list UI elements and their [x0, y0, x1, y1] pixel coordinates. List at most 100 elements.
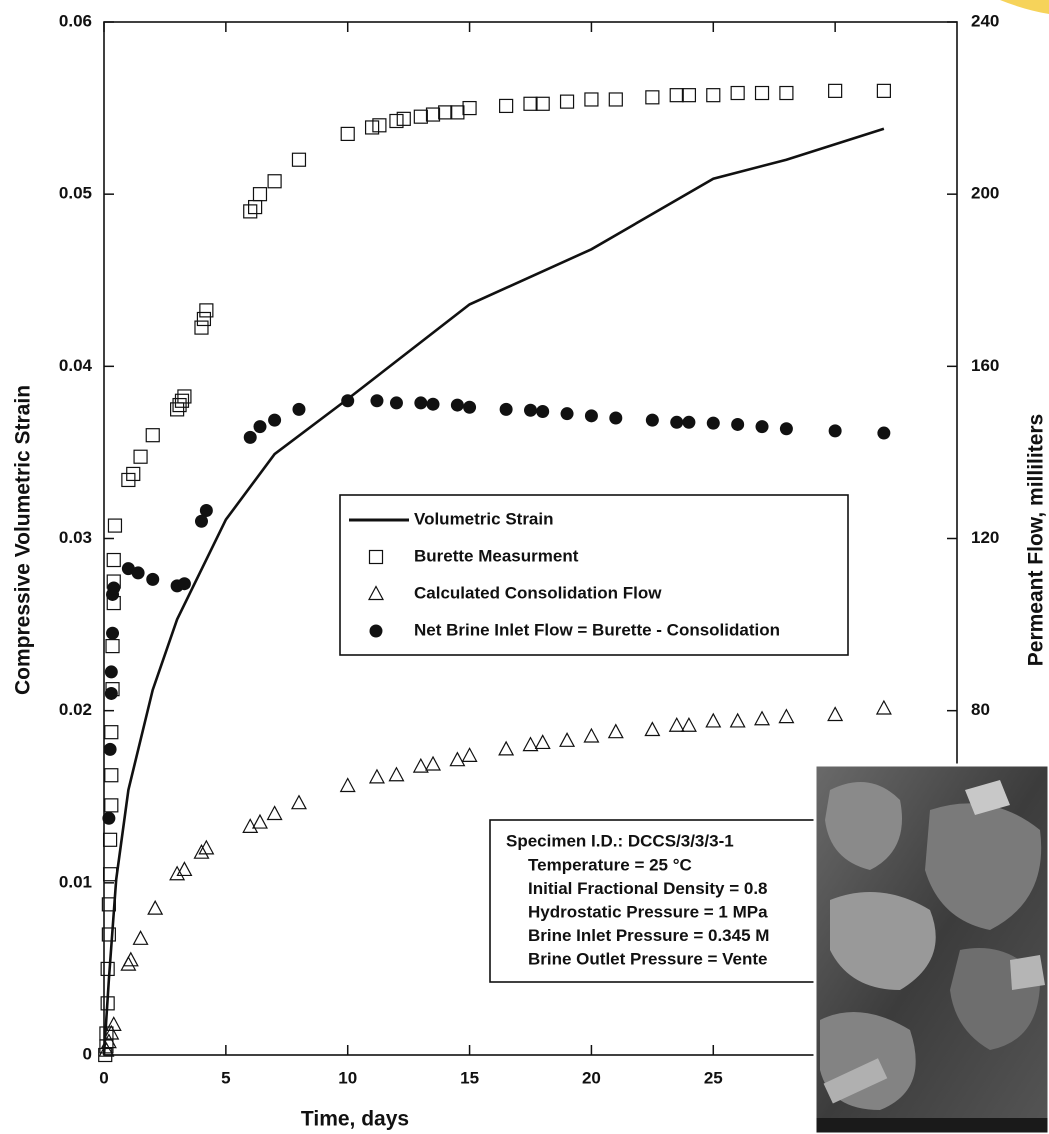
circle-marker [756, 420, 769, 433]
square-marker [463, 102, 476, 115]
triangle-marker [134, 931, 148, 944]
y-tick-label: 0.01 [59, 872, 92, 891]
legend: Volumetric StrainBurette MeasurmentCalcu… [340, 495, 848, 655]
circle-marker [829, 424, 842, 437]
square-marker [105, 726, 118, 739]
triangle-marker [124, 953, 138, 966]
x-tick-label: 25 [704, 1068, 723, 1087]
square-marker [536, 97, 549, 110]
square-marker [104, 833, 117, 846]
annotation-line: Initial Fractional Density = 0.8 [528, 879, 768, 898]
circle-marker [244, 431, 257, 444]
triangle-marker [731, 714, 745, 727]
circle-marker [463, 401, 476, 414]
circle-marker [682, 416, 695, 429]
triangle-marker [199, 841, 213, 854]
circle-marker [670, 416, 683, 429]
legend-label: Volumetric Strain [414, 509, 554, 528]
circle-marker [561, 407, 574, 420]
circle-marker [427, 398, 440, 411]
square-marker [561, 95, 574, 108]
square-marker [877, 84, 890, 97]
circle-marker [414, 396, 427, 409]
triangle-marker [682, 718, 696, 731]
triangle-marker [779, 710, 793, 723]
triangle-marker [755, 712, 769, 725]
triangle-marker [536, 735, 550, 748]
y-tick-label: 0.05 [59, 184, 92, 203]
square-marker [414, 110, 427, 123]
square-marker [451, 106, 464, 119]
triangle-marker [389, 768, 403, 781]
circle-marker [200, 504, 213, 517]
circle-marker [132, 566, 145, 579]
square-marker [292, 153, 305, 166]
square-marker [101, 962, 114, 975]
square-marker [707, 89, 720, 102]
square-marker [670, 89, 683, 102]
circle-marker [105, 687, 118, 700]
circle-marker [292, 403, 305, 416]
triangle-marker [560, 733, 574, 746]
legend-label: Calculated Consolidation Flow [414, 583, 662, 602]
triangle-marker [670, 718, 684, 731]
y2-tick-label: 200 [971, 184, 999, 203]
circle-marker [107, 581, 120, 594]
square-marker [104, 868, 117, 881]
triangle-marker [292, 796, 306, 809]
circle-marker [370, 625, 383, 638]
triangle-marker [170, 867, 184, 880]
circle-marker [390, 396, 403, 409]
y2-tick-label: 240 [971, 11, 999, 30]
square-marker [253, 188, 266, 201]
square-marker [427, 108, 440, 121]
x-tick-label: 15 [460, 1068, 479, 1087]
square-marker [244, 205, 257, 218]
square-marker [249, 201, 262, 214]
triangle-marker [450, 753, 464, 766]
circle-marker [268, 414, 281, 427]
square-marker [134, 450, 147, 463]
y2-tick-label: 120 [971, 528, 999, 547]
annotation-line: Brine Outlet Pressure = Vente [528, 949, 768, 968]
circle-marker [106, 627, 119, 640]
y-tick-label: 0.04 [59, 356, 93, 375]
triangle-marker [177, 862, 191, 875]
circle-marker [104, 743, 117, 756]
circle-marker [585, 409, 598, 422]
triangle-marker [499, 742, 513, 755]
triangle-marker [645, 723, 659, 736]
corner-decoration [1000, 0, 1049, 14]
annotation-line: Hydrostatic Pressure = 1 MPa [528, 902, 768, 921]
y2-axis-title: Permeant Flow, milliliters [1025, 414, 1048, 666]
chart: Time, days Compressive Volumetric Strain… [0, 0, 1049, 1134]
square-marker [105, 799, 118, 812]
circle-marker [146, 573, 159, 586]
circle-marker [105, 665, 118, 678]
x-tick-label: 0 [99, 1068, 108, 1087]
annotation-line: Temperature = 25 °C [528, 855, 692, 874]
circle-marker [707, 417, 720, 430]
triangle-marker [121, 957, 135, 970]
x-tick-label: 5 [221, 1068, 230, 1087]
sem-photo [815, 765, 1049, 1134]
legend-label: Net Brine Inlet Flow = Burette - Consoli… [414, 620, 780, 639]
x-tick-label: 20 [582, 1068, 601, 1087]
x-axis-title: Time, days [301, 1108, 409, 1131]
y-tick-label: 0 [83, 1044, 92, 1063]
square-marker [646, 91, 659, 104]
y-tick-label: 0.03 [59, 528, 92, 547]
circle-marker [451, 399, 464, 412]
triangle-marker [426, 757, 440, 770]
y2-tick-label: 160 [971, 356, 999, 375]
circle-marker [253, 420, 266, 433]
triangle-marker [463, 748, 477, 761]
triangle-marker [828, 707, 842, 720]
square-marker [108, 519, 121, 532]
square-marker [268, 175, 281, 188]
circle-marker [500, 403, 513, 416]
square-marker [439, 106, 452, 119]
square-marker [524, 97, 537, 110]
circle-marker [341, 394, 354, 407]
circle-marker [877, 427, 890, 440]
